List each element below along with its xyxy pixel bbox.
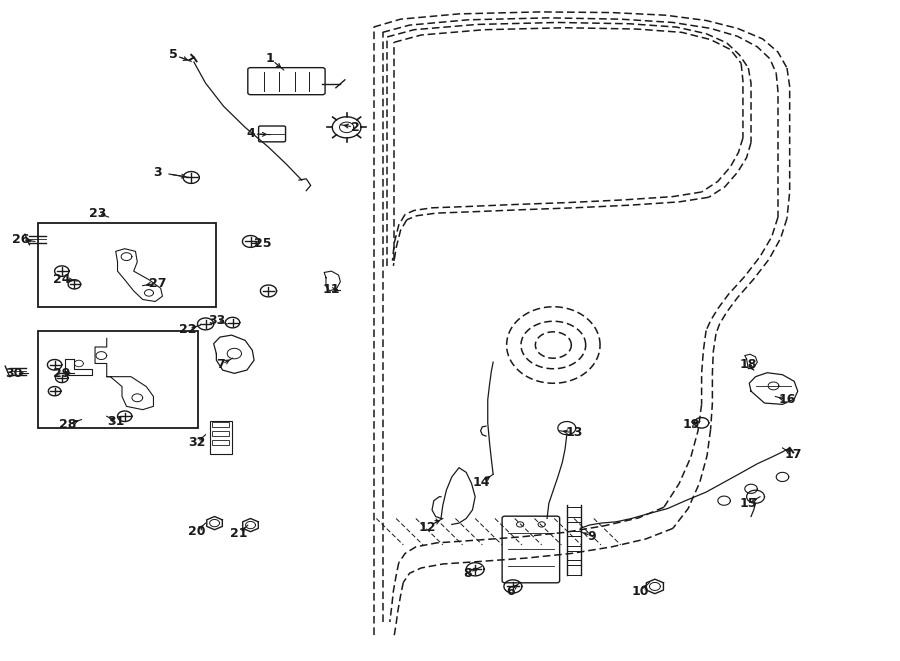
Text: 21: 21 — [230, 527, 248, 540]
Text: 9: 9 — [588, 530, 597, 543]
Text: 32: 32 — [188, 436, 205, 449]
Text: 25: 25 — [255, 237, 272, 250]
Text: 24: 24 — [53, 272, 70, 286]
Text: 11: 11 — [322, 283, 340, 296]
Text: 16: 16 — [778, 393, 796, 407]
Text: 8: 8 — [464, 566, 472, 580]
Text: 28: 28 — [59, 418, 76, 431]
Text: 10: 10 — [632, 584, 649, 598]
Text: 20: 20 — [188, 525, 205, 538]
Text: 14: 14 — [472, 476, 490, 488]
Bar — [39, 223, 216, 307]
Text: 19: 19 — [682, 418, 699, 431]
Text: 4: 4 — [246, 128, 255, 140]
Bar — [567, 507, 581, 516]
FancyBboxPatch shape — [258, 126, 285, 142]
Text: 15: 15 — [740, 497, 757, 510]
Text: 1: 1 — [266, 52, 274, 65]
Bar — [567, 536, 581, 545]
Text: 26: 26 — [12, 233, 29, 246]
Bar — [212, 440, 230, 446]
Text: 2: 2 — [351, 121, 360, 134]
Text: 6: 6 — [506, 584, 515, 598]
Bar — [212, 422, 230, 427]
Text: 17: 17 — [785, 448, 802, 461]
Bar — [212, 431, 230, 436]
Text: 5: 5 — [169, 48, 177, 61]
Text: 12: 12 — [418, 521, 436, 533]
Text: 22: 22 — [179, 323, 196, 336]
Text: 7: 7 — [217, 358, 225, 371]
Text: 30: 30 — [5, 367, 22, 380]
Text: 33: 33 — [208, 314, 225, 327]
Text: 31: 31 — [107, 415, 124, 428]
FancyBboxPatch shape — [248, 67, 325, 95]
Text: 29: 29 — [53, 367, 70, 380]
Bar — [567, 565, 581, 574]
Bar — [567, 522, 581, 531]
Bar — [39, 330, 198, 428]
Text: 18: 18 — [740, 358, 757, 371]
Text: 13: 13 — [565, 426, 582, 440]
Text: 23: 23 — [89, 207, 106, 219]
FancyBboxPatch shape — [502, 516, 560, 583]
Text: 3: 3 — [154, 166, 162, 178]
Bar — [567, 551, 581, 560]
Text: 27: 27 — [149, 276, 166, 290]
Bar — [210, 421, 232, 454]
